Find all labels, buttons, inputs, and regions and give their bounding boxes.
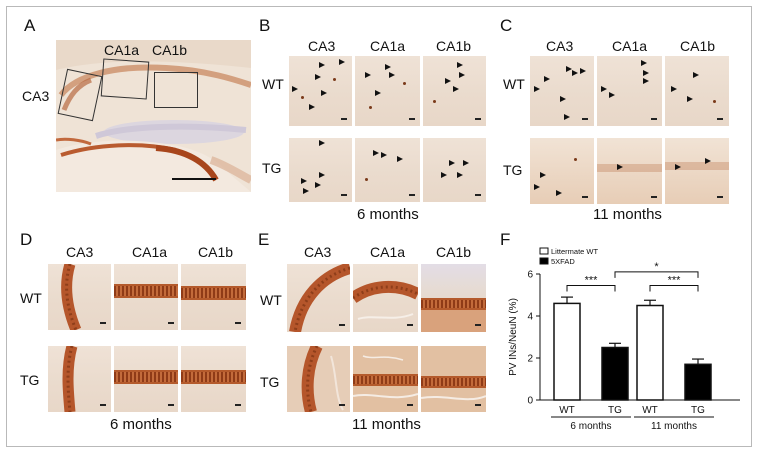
panel-e-letter: E: [258, 230, 270, 249]
panel-e-col-ca1b: CA1b: [436, 244, 472, 260]
panel-d-tg-ca1b-image: [181, 346, 246, 412]
panel-c-col-ca1b: CA1b: [680, 38, 716, 54]
panel-c-wt-ca1a-image: [597, 56, 662, 126]
panel-b-caption: 6 months: [357, 206, 419, 223]
bar-label: WT: [559, 405, 575, 416]
panel-a-ca1b-roi-box: [154, 72, 198, 108]
y-axis-label: PV INs/NeuN (%): [508, 298, 519, 376]
panel-d-wt-ca1b-image: [181, 264, 246, 330]
panel-d-row-tg: TG: [20, 372, 40, 388]
panel-b-row-wt: WT: [262, 76, 284, 92]
panel-f-bar-chart: 0 2 4 6 PV INs/NeuN (%) WT TG WT TG 6 months 11 mo…: [508, 247, 740, 432]
group-label: 6 months: [570, 421, 611, 432]
panel-b-tg-ca1b-image: [423, 138, 486, 202]
panel-e-col-ca1a: CA1a: [370, 244, 406, 260]
panel-b-col-ca1a: CA1a: [370, 38, 406, 54]
significance-bracket: [649, 285, 699, 292]
y-tick-label: 4: [527, 312, 533, 323]
panel-d-col-ca1b: CA1b: [198, 244, 234, 260]
panel-c-wt-ca1b-image: [665, 56, 729, 126]
panel-e-tg-ca1b-image: [421, 346, 486, 412]
panel-b-wt-ca1a-image: [355, 56, 420, 126]
bar-label: TG: [608, 405, 622, 416]
panel-b-tg-ca3-image: [289, 138, 352, 202]
legend-swatch: [539, 247, 549, 255]
panel-f-letter: F: [500, 230, 511, 249]
panel-a-label-ca1b: CA1b: [152, 42, 188, 58]
panel-e-row-tg: TG: [260, 374, 280, 390]
panel-c-tg-ca1a-image: [597, 138, 662, 204]
panel-d-tg-ca3-image: [48, 346, 111, 412]
bar-label: WT: [642, 405, 658, 416]
panel-d-letter: D: [20, 230, 33, 249]
group-label: 11 months: [651, 421, 697, 432]
y-tick-label: 2: [527, 354, 533, 365]
panel-b-col-ca3: CA3: [308, 38, 336, 54]
panel-e-col-ca3: CA3: [304, 244, 332, 260]
panel-d-row-wt: WT: [20, 290, 42, 306]
panel-b-wt-ca3-image: [289, 56, 352, 126]
panel-b-tg-ca1a-image: [355, 138, 420, 202]
panel-d-wt-ca3-image: [48, 264, 111, 330]
legend-label: Littermate WT: [551, 247, 599, 256]
panel-d-col-ca3: CA3: [66, 244, 94, 260]
panel-a-scale-bar: [172, 178, 216, 180]
panel-c-col-ca1a: CA1a: [612, 38, 648, 54]
significance-label: ***: [668, 275, 682, 287]
panel-e-row-wt: WT: [260, 292, 282, 308]
panel-d-wt-ca1a-image: [114, 264, 178, 330]
bar-label: TG: [691, 405, 705, 416]
panel-c-col-ca3: CA3: [546, 38, 574, 54]
panel-d-tg-ca1a-image: [114, 346, 178, 412]
panel-c-caption: 11 months: [593, 206, 662, 223]
panel-c-tg-ca1b-image: [665, 138, 729, 204]
significance-label: *: [654, 261, 659, 273]
bar: [601, 346, 629, 401]
y-tick-label: 0: [527, 396, 533, 407]
significance-bracket: [566, 285, 616, 292]
legend-swatch: [539, 257, 549, 265]
panel-d-caption: 6 months: [110, 416, 172, 433]
panel-e-wt-ca1b-image: [421, 264, 486, 332]
panel-b-letter: B: [259, 16, 271, 35]
panel-a-letter: A: [24, 16, 36, 35]
panel-c-row-wt: WT: [503, 76, 525, 92]
panel-a-hippocampus-image: [56, 40, 251, 192]
panel-d-col-ca1a: CA1a: [132, 244, 168, 260]
panel-e-caption: 11 months: [352, 416, 421, 433]
panel-b-wt-ca1b-image: [423, 56, 486, 126]
legend-label: 5XFAD: [551, 257, 575, 266]
panel-b-col-ca1b: CA1b: [436, 38, 472, 54]
panel-a-ca1a-roi-box: [100, 58, 150, 100]
panel-c-tg-ca3-image: [530, 138, 594, 204]
bar: [684, 363, 712, 401]
panel-e-wt-ca1a-image: [353, 264, 418, 332]
panel-a-label-ca3: CA3: [22, 88, 50, 104]
y-tick-label: 6: [527, 270, 533, 281]
panel-c-wt-ca3-image: [530, 56, 594, 126]
bar: [636, 304, 664, 401]
panel-a-label-ca1a: CA1a: [104, 42, 140, 58]
bar: [553, 302, 581, 401]
panel-e-tg-ca1a-image: [353, 346, 418, 412]
significance-bracket: [614, 271, 699, 278]
panel-e-tg-ca3-image: [287, 346, 350, 412]
panel-c-letter: C: [500, 16, 513, 35]
panel-b-row-tg: TG: [262, 160, 282, 176]
panel-c-row-tg: TG: [503, 162, 523, 178]
significance-label: ***: [585, 275, 599, 287]
panel-e-wt-ca3-image: [287, 264, 350, 332]
